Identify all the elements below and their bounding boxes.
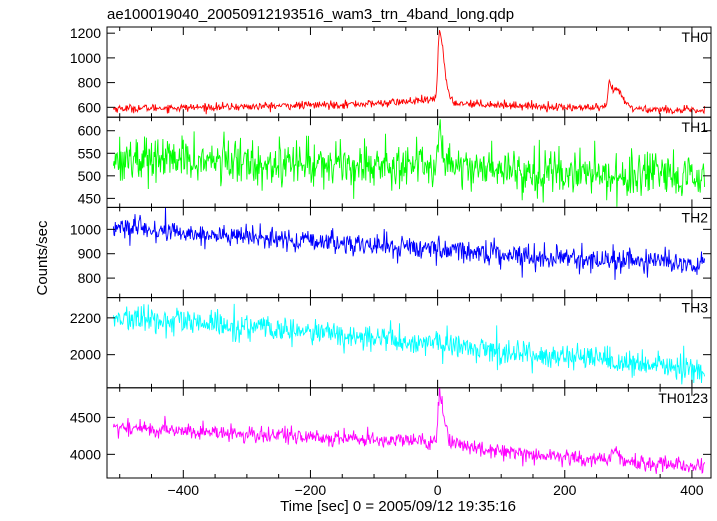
y-tick-label: 600 (78, 123, 102, 139)
y-tick-label: 1000 (70, 221, 101, 237)
x-tick-label: 200 (553, 482, 577, 498)
y-tick-label: 900 (78, 246, 102, 262)
series-line-th1 (112, 119, 706, 207)
y-tick-label: 600 (78, 99, 102, 115)
y-tick-label: 1000 (70, 50, 101, 66)
panel-th2: 800 900 1000 TH2 (70, 206, 712, 299)
y-tick-label: 4000 (70, 446, 101, 462)
x-tick-label: −400 (168, 482, 200, 498)
y-tick-label: 2000 (70, 347, 101, 363)
panel-frame (106, 26, 712, 118)
panel-label-th0: TH0 (682, 29, 709, 45)
panel-th0123: 4000 4500 TH0123 (70, 387, 712, 479)
y-tick-label: 800 (78, 270, 102, 286)
y-tick-label: 800 (78, 75, 102, 91)
x-tick-label: −200 (295, 482, 327, 498)
y-tick-label: 500 (78, 168, 102, 184)
y-tick-label: 4500 (70, 409, 101, 425)
y-tick-label: 1200 (70, 25, 101, 41)
series-line-th2 (112, 207, 706, 280)
series-line-th0123 (112, 387, 706, 475)
y-tick-label: 550 (78, 145, 102, 161)
x-tick-label: 400 (680, 482, 704, 498)
series-line-th3 (112, 303, 706, 385)
panel-frame (106, 116, 712, 208)
y-tick-label: 2200 (70, 310, 101, 326)
panel-frame (106, 206, 712, 299)
chart-title: ae100019040_20050912193516_wam3_trn_4ban… (107, 6, 514, 23)
panel-th1: 450 500 550 600 TH1 (78, 116, 712, 208)
panel-label-th1: TH1 (682, 119, 709, 135)
panel-label-th0123: TH0123 (658, 390, 708, 406)
y-axis-label: Counts/sec (34, 220, 51, 296)
series-line-th0 (112, 29, 706, 115)
y-tick-label: 450 (78, 190, 102, 206)
panel-th0: 600 800 1000 1200 TH0 (70, 25, 712, 118)
panels-group: 600 800 1000 1200 TH0 450 500 550 600 TH1 800 900 10… (70, 25, 712, 498)
x-axis-label: Time [sec] 0 = 2005/09/12 19:35:16 (280, 498, 516, 515)
panel-th3: 2000 2200 TH3 (70, 297, 712, 389)
panel-frame (106, 387, 712, 479)
panel-label-th3: TH3 (682, 300, 709, 316)
panel-label-th2: TH2 (682, 209, 709, 225)
x-tick-label: 0 (434, 482, 442, 498)
